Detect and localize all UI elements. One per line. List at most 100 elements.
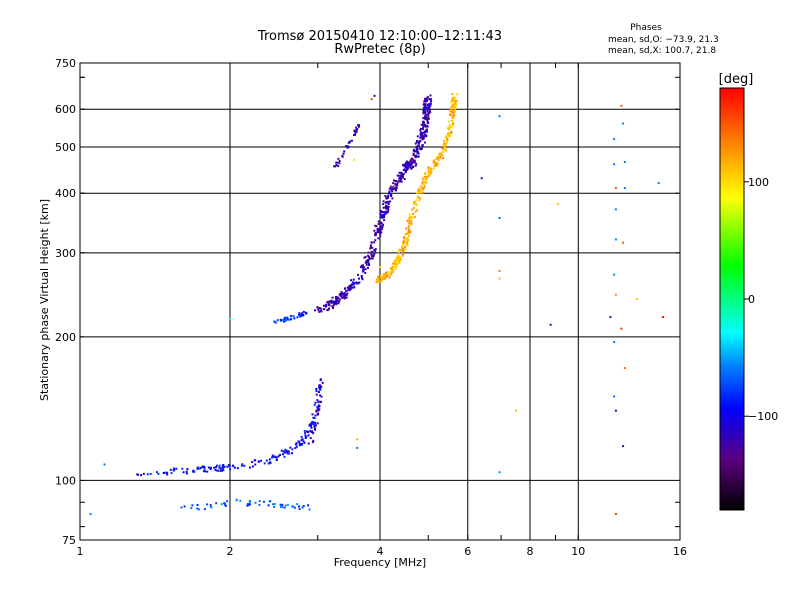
trace-point xyxy=(387,200,390,203)
trace-point xyxy=(386,197,389,200)
trace-point xyxy=(451,115,454,118)
trace-point xyxy=(312,416,315,419)
trace-point xyxy=(215,502,218,505)
trace-point xyxy=(425,117,428,120)
scatter-point xyxy=(613,137,616,140)
trace-point xyxy=(271,456,273,459)
trace-point xyxy=(430,100,433,103)
trace-point xyxy=(414,154,417,157)
trace-point xyxy=(444,147,447,150)
y-tick-label: 75 xyxy=(62,534,76,547)
trace-point xyxy=(392,268,395,271)
trace-point xyxy=(214,466,217,469)
trace-point xyxy=(448,113,451,116)
trace-point xyxy=(427,168,430,171)
trace-point xyxy=(296,316,299,319)
trace-point xyxy=(217,469,220,472)
trace-point xyxy=(419,134,422,137)
trace-point xyxy=(405,169,408,172)
trace-point xyxy=(448,120,450,123)
trace-point xyxy=(215,464,218,467)
trace-point xyxy=(388,276,391,279)
trace-point xyxy=(436,156,439,159)
trace-point xyxy=(311,422,314,425)
trace-point xyxy=(239,499,242,502)
trace-point xyxy=(445,141,448,144)
trace-point xyxy=(381,280,384,283)
trace-point xyxy=(362,268,365,271)
trace-point xyxy=(365,263,368,266)
trace-point xyxy=(399,256,402,259)
trace-point xyxy=(404,246,407,249)
trace-point xyxy=(427,112,430,115)
trace-point xyxy=(400,180,403,183)
trace-point xyxy=(417,190,420,193)
trace-point xyxy=(348,140,351,143)
trace-point xyxy=(412,212,415,215)
trace-point xyxy=(433,164,436,167)
trace-point xyxy=(427,170,430,173)
trace-point xyxy=(318,400,321,403)
trace-point xyxy=(353,282,356,285)
trace-point xyxy=(449,106,452,109)
stats-o-mode: mean, sd,O: −73.9, 21.3 xyxy=(608,35,719,45)
trace-point xyxy=(407,226,410,229)
trace-point xyxy=(454,107,457,110)
trace-point xyxy=(387,207,390,210)
trace-point xyxy=(224,504,227,507)
trace-point xyxy=(295,442,298,445)
trace-point xyxy=(303,429,306,432)
trace-point xyxy=(338,298,341,301)
trace-point xyxy=(391,267,394,270)
trace-point xyxy=(298,314,301,317)
trace-point xyxy=(381,275,383,278)
trace-point xyxy=(377,237,380,240)
trace-point xyxy=(399,176,402,179)
trace-point xyxy=(379,209,382,212)
trace-point xyxy=(327,304,330,307)
trace-point xyxy=(375,225,378,228)
trace-point xyxy=(166,473,169,476)
colorbar-tick-label: −100 xyxy=(748,410,778,423)
trace-point xyxy=(412,160,415,163)
trace-point xyxy=(419,127,422,130)
trace-point xyxy=(451,111,454,114)
trace-point xyxy=(428,98,431,101)
trace-point xyxy=(315,393,318,396)
trace-point xyxy=(221,467,224,470)
trace-point xyxy=(355,126,358,129)
trace-point xyxy=(338,159,341,162)
trace-point xyxy=(417,155,420,158)
trace-point xyxy=(291,448,294,451)
trace-point xyxy=(445,150,448,153)
trace-point xyxy=(224,503,226,506)
scatter-point xyxy=(622,445,625,448)
trace-point xyxy=(388,275,391,278)
trace-point xyxy=(226,465,229,468)
scatter-point xyxy=(622,241,625,244)
trace-point xyxy=(382,223,385,226)
trace-point xyxy=(450,130,453,133)
trace-point xyxy=(413,200,416,203)
trace-point xyxy=(399,258,402,261)
x-tick-label: 2 xyxy=(227,545,234,558)
scatter-point xyxy=(614,409,617,412)
trace-point xyxy=(424,172,427,175)
trace-point xyxy=(386,274,388,277)
trace-point xyxy=(396,181,399,184)
trace-point xyxy=(298,444,301,447)
trace-point xyxy=(328,304,331,307)
trace-point xyxy=(423,124,426,127)
trace-point xyxy=(422,103,425,106)
trace-point xyxy=(360,264,363,267)
trace-point xyxy=(452,107,455,110)
scatter-point xyxy=(613,341,616,344)
trace-point xyxy=(318,384,321,387)
trace-point xyxy=(302,440,305,443)
trace-point xyxy=(243,464,246,467)
trace-point xyxy=(236,467,239,470)
trace-point xyxy=(273,320,276,323)
trace-point xyxy=(319,401,322,404)
trace-point xyxy=(203,467,206,470)
trace-point xyxy=(247,502,250,505)
